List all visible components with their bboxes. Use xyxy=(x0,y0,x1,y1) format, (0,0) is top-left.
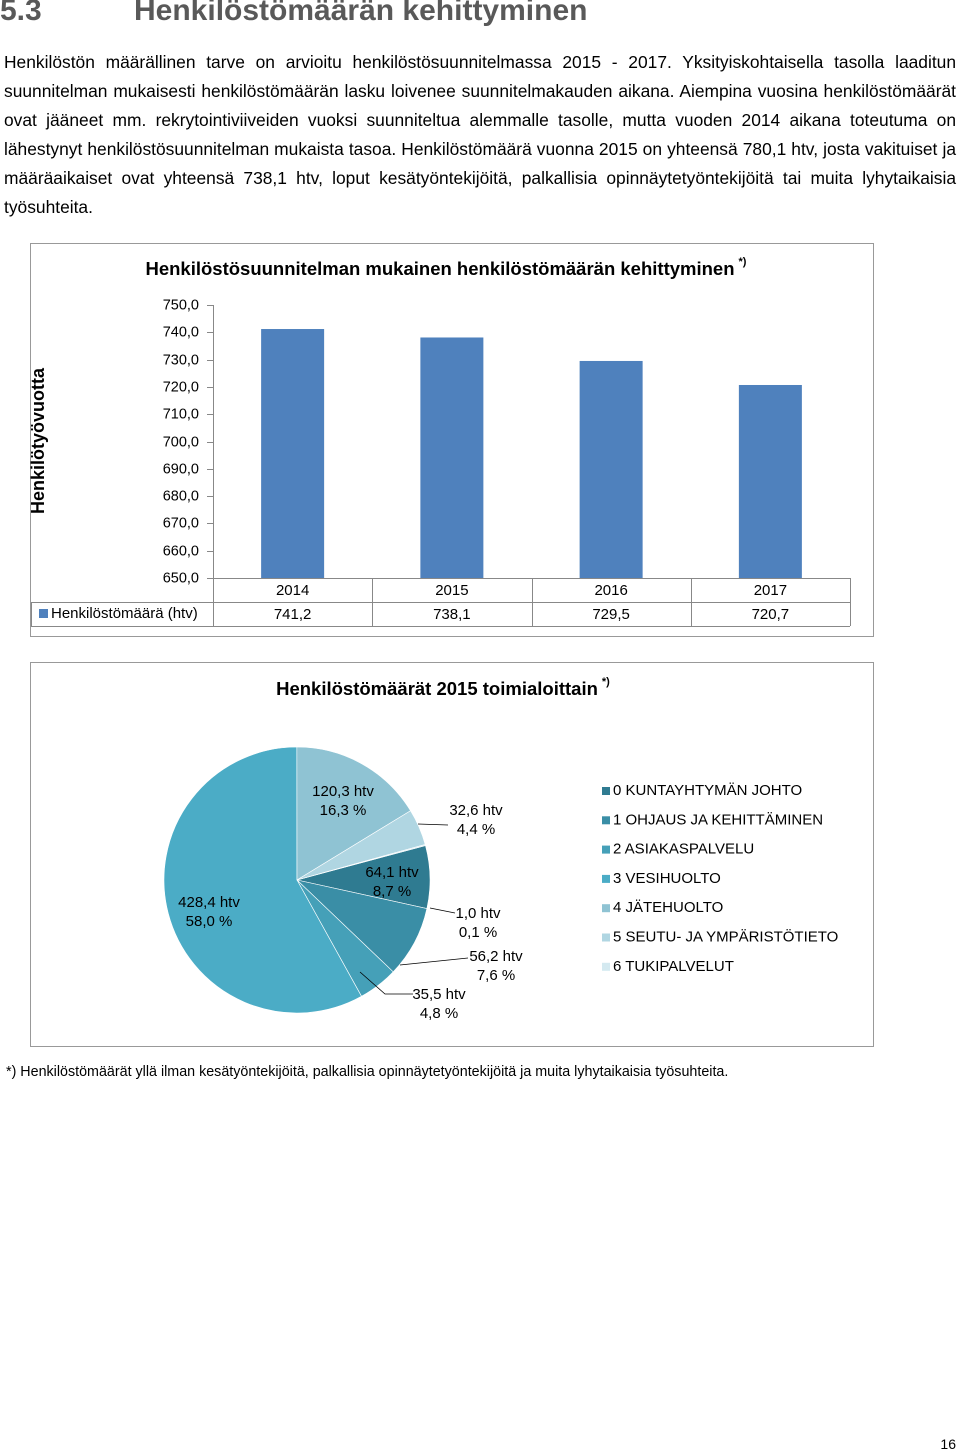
legend-label: 1 OHJAUS JA KEHITTÄMINEN xyxy=(613,811,823,828)
y-tick-label: 730,0 xyxy=(163,352,199,368)
data-label: 64,1 htv xyxy=(365,864,419,881)
chart-frame xyxy=(30,243,874,637)
legend-label: Henkilöstömäärä (htv) xyxy=(51,605,198,622)
data-label: 16,3 % xyxy=(320,802,367,819)
table-value: 720,7 xyxy=(752,606,790,623)
legend-label: 0 KUNTAYHTYMÄN JOHTO xyxy=(613,782,802,799)
data-label: 120,3 htv xyxy=(312,783,374,800)
data-label: 4,4 % xyxy=(457,821,495,838)
x-tick-label: 2017 xyxy=(754,582,787,599)
legend-label: 4 JÄTEHUOLTO xyxy=(613,899,723,916)
data-label: 1,0 htv xyxy=(455,905,501,922)
footnote: *) Henkilöstömäärät yllä ilman kesätyönt… xyxy=(6,1064,729,1080)
bar xyxy=(738,384,802,578)
y-axis-label: Henkilötyövuotta xyxy=(28,367,48,514)
y-tick-label: 690,0 xyxy=(163,461,199,477)
pie-slice xyxy=(296,844,426,881)
chart-title: Henkilöstömäärät 2015 toimialoittain xyxy=(276,678,598,699)
legend-swatch xyxy=(602,904,610,913)
paragraph: Henkilöstön määrällinen tarve on arvioit… xyxy=(4,52,956,217)
legend-swatch xyxy=(602,962,610,971)
data-label: 4,8 % xyxy=(420,1005,458,1022)
data-label: 8,7 % xyxy=(373,883,411,900)
chart-title: Henkilöstösuunnitelman mukainen henkilös… xyxy=(145,258,734,279)
y-tick-label: 750,0 xyxy=(163,297,199,313)
legend-label: 6 TUKIPALVELUT xyxy=(613,958,734,975)
data-label: 0,1 % xyxy=(459,924,497,941)
legend-swatch xyxy=(602,845,610,854)
data-label: 32,6 htv xyxy=(449,802,503,819)
legend-swatch xyxy=(602,874,610,883)
pie-slice xyxy=(163,746,362,1014)
bar xyxy=(261,329,325,578)
legend-swatch xyxy=(602,816,610,825)
leader-line xyxy=(399,957,469,966)
legend-swatch xyxy=(602,787,610,795)
title-note: *) xyxy=(739,256,747,268)
page-number: 16 xyxy=(940,1436,956,1452)
table-value: 738,1 xyxy=(433,606,471,623)
section-number: 5.3 xyxy=(0,0,42,27)
y-tick-label: 680,0 xyxy=(163,488,199,504)
x-tick-label: 2014 xyxy=(276,582,309,599)
y-tick-label: 660,0 xyxy=(163,543,199,559)
bar xyxy=(579,360,643,578)
y-tick-label: 710,0 xyxy=(163,406,199,422)
leader-line xyxy=(417,823,449,826)
legend-label: 3 VESIHUOLTO xyxy=(613,870,721,887)
legend-swatch xyxy=(602,933,610,942)
table-value: 729,5 xyxy=(592,606,630,623)
leader-line xyxy=(429,907,456,914)
legend-swatch xyxy=(39,609,48,618)
y-tick-label: 700,0 xyxy=(163,434,199,450)
data-label: 428,4 htv xyxy=(178,894,240,911)
legend-label: 5 SEUTU- JA YMPÄRISTÖTIETO xyxy=(613,927,838,945)
y-tick-label: 670,0 xyxy=(163,515,199,531)
legend-label: 2 ASIAKASPALVELU xyxy=(613,841,754,858)
y-tick-label: 740,0 xyxy=(163,324,199,340)
data-label: 56,2 htv xyxy=(469,948,523,965)
data-label: 35,5 htv xyxy=(412,986,466,1003)
data-label: 58,0 % xyxy=(186,913,233,930)
bar xyxy=(420,337,484,578)
chart-frame xyxy=(30,662,874,1047)
title-note: *) xyxy=(602,676,610,688)
pie-slice xyxy=(296,746,411,881)
section-title: Henkilöstömäärän kehittyminen xyxy=(134,0,588,27)
leader-line xyxy=(359,971,413,995)
data-label: 7,6 % xyxy=(477,967,515,984)
y-tick-label: 650,0 xyxy=(163,570,199,586)
table-value: 741,2 xyxy=(274,606,312,623)
x-tick-label: 2016 xyxy=(594,582,627,599)
y-tick-label: 720,0 xyxy=(163,379,199,395)
x-tick-label: 2015 xyxy=(435,582,468,599)
